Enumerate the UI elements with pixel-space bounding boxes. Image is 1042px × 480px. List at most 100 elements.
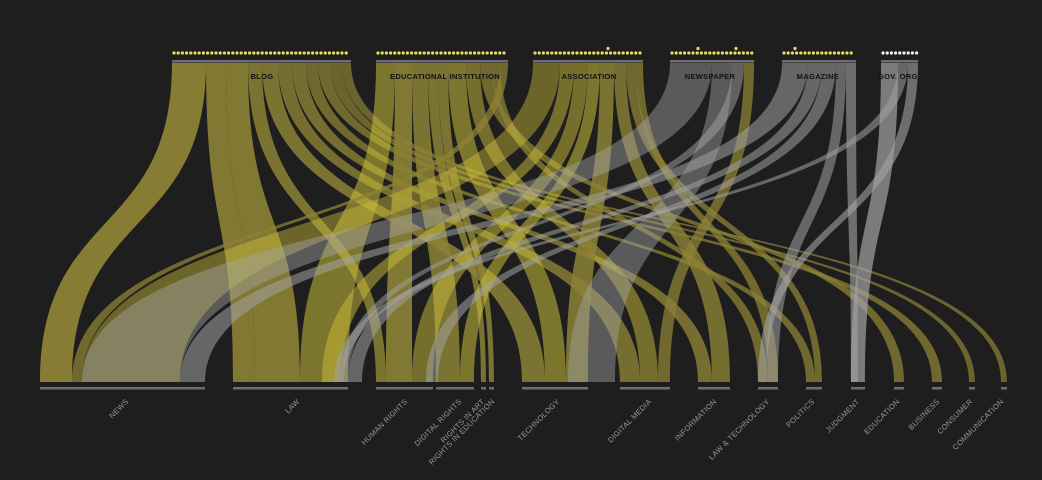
target-bars xyxy=(40,387,1007,390)
source-dot-assoc xyxy=(600,51,604,55)
source-dot-assoc xyxy=(567,51,571,55)
source-dot-blog xyxy=(336,51,340,55)
source-dot-assoc xyxy=(588,51,592,55)
source-dot-mag xyxy=(837,51,841,55)
source-dot-news xyxy=(687,51,691,55)
target-label-rights-in-education[interactable]: RIGHTS IN EDUCATION xyxy=(427,397,497,467)
source-dot-news xyxy=(678,51,683,55)
source-label-newspaper[interactable]: NEWSPAPER xyxy=(685,72,736,81)
target-bar-cons xyxy=(969,387,975,390)
flow-mag-to-pol xyxy=(766,63,846,382)
source-dot-gov xyxy=(894,51,898,55)
source-dot-blog xyxy=(197,51,201,55)
target-label-politics[interactable]: POLITICS xyxy=(784,397,816,429)
source-dot-blog xyxy=(248,51,252,55)
source-dot-gov xyxy=(885,51,889,55)
source-dot-news xyxy=(734,46,738,51)
source-dot-assoc xyxy=(617,51,621,55)
source-label-blog[interactable]: BLOG xyxy=(251,72,274,81)
source-label-gov-org[interactable]: GOV. ORG. xyxy=(878,72,920,81)
flow-gov-to-judg xyxy=(851,63,898,382)
target-bar-law xyxy=(233,387,348,390)
source-dot-news xyxy=(750,51,754,55)
target-label-law-and-technology[interactable]: LAW & TECHNOLOGY xyxy=(707,397,772,462)
source-dot-assoc xyxy=(630,51,634,55)
flow-news-to-law xyxy=(340,63,744,382)
target-label-digital-media[interactable]: DIGITAL MEDIA xyxy=(606,397,653,444)
source-dot-blog xyxy=(327,51,331,55)
flow-blog-to-law xyxy=(226,63,300,382)
source-dot-edu xyxy=(460,51,464,55)
source-label-magazine[interactable]: MAGAZINE xyxy=(797,72,839,81)
target-label-human-rights[interactable]: HUMAN RIGHTS xyxy=(360,397,410,447)
source-dot-news xyxy=(691,51,695,55)
source-label-educational-institution[interactable]: EDUCATIONAL INSTITUTION xyxy=(390,72,500,81)
source-dot-assoc xyxy=(546,51,550,55)
source-dot-blog xyxy=(252,51,256,55)
source-dot-news xyxy=(708,51,712,55)
flow-edu-to-rie xyxy=(438,63,494,382)
source-dot-mag xyxy=(790,51,795,55)
target-label-news[interactable]: NEWS xyxy=(107,397,130,420)
source-dot-blog xyxy=(222,51,226,55)
source-dot-gov xyxy=(889,51,894,55)
source-dot-blog xyxy=(332,51,336,55)
target-label-technology[interactable]: TECHNOLOGY xyxy=(516,397,562,443)
source-dot-edu xyxy=(405,51,409,55)
source-dot-assoc xyxy=(558,51,562,55)
source-label-association[interactable]: ASSOCIATION xyxy=(562,72,617,81)
source-dot-gov xyxy=(915,51,919,55)
source-dot-news xyxy=(725,51,729,55)
flow-edu-to-dr xyxy=(412,63,460,382)
target-label-law[interactable]: LAW xyxy=(283,397,302,416)
source-dot-news xyxy=(695,51,699,55)
flow-mag-to-dr xyxy=(426,63,836,382)
source-dot-blog xyxy=(210,51,214,55)
source-bar-blog xyxy=(172,60,351,63)
source-dot-blog xyxy=(306,51,310,55)
flow-gov-to-law xyxy=(334,63,908,382)
flow-links xyxy=(40,63,1007,382)
flow-edu-to-edu xyxy=(480,63,904,382)
source-dot-mag xyxy=(828,51,832,55)
source-dot-edu xyxy=(384,51,388,55)
source-dot-blog xyxy=(290,51,294,55)
source-dot-edu xyxy=(426,51,430,55)
flow-news-to-dm xyxy=(568,63,732,382)
source-dot-news xyxy=(712,51,716,55)
source-dot-edu xyxy=(452,51,456,55)
target-label-education[interactable]: EDUCATION xyxy=(862,397,901,436)
source-labels: BLOG EDUCATIONAL INSTITUTION ASSOCIATION… xyxy=(251,72,920,81)
source-dot-edu xyxy=(447,51,451,55)
source-dot-assoc xyxy=(621,51,625,55)
source-dot-assoc xyxy=(596,51,600,55)
source-dot-news xyxy=(670,51,674,55)
source-dot-edu xyxy=(414,51,418,55)
target-label-judgment[interactable]: JUDGMENT xyxy=(824,397,862,435)
source-dot-mag xyxy=(807,51,811,55)
source-dot-mag xyxy=(811,51,816,55)
source-dot-news xyxy=(733,51,737,55)
source-dot-blog xyxy=(256,51,260,55)
source-dot-mag xyxy=(849,51,853,55)
source-dot-news xyxy=(683,51,687,55)
source-dot-edu xyxy=(401,51,405,55)
source-dot-blog xyxy=(264,51,268,55)
target-bar-dr xyxy=(436,387,474,390)
source-dot-edu xyxy=(410,51,414,55)
source-dot-blog xyxy=(206,51,210,55)
source-dot-blog xyxy=(277,51,281,55)
target-bar-judg xyxy=(851,387,865,390)
target-bar-ria xyxy=(481,387,486,390)
target-label-information[interactable]: INFORMATION xyxy=(673,397,718,442)
flow-blog-to-hr xyxy=(248,63,386,382)
source-dot-mag xyxy=(795,51,799,55)
target-bar-edu xyxy=(894,387,904,390)
source-dot-gov xyxy=(881,51,885,55)
target-bar-tech xyxy=(522,387,588,390)
target-bar-pol xyxy=(806,387,822,390)
source-dot-edu xyxy=(489,51,493,55)
source-dot-blog xyxy=(340,51,344,55)
target-label-business[interactable]: BUSINESS xyxy=(907,397,942,432)
